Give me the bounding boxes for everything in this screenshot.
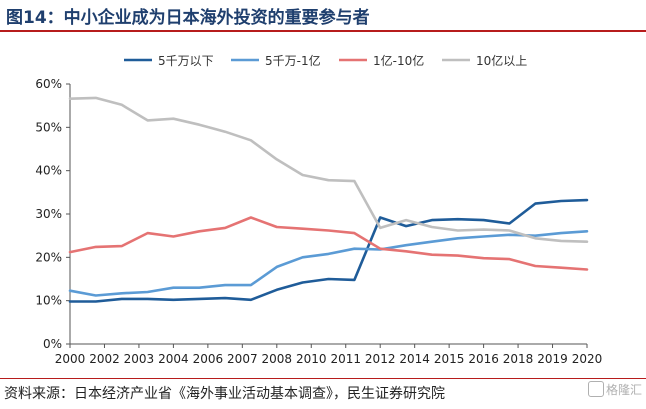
x-tick-label: 2014: [399, 352, 430, 366]
legend-label-3: 1亿-10亿: [373, 53, 424, 68]
x-tick-label: 2006: [193, 352, 224, 366]
x-tick-label: 2002: [89, 352, 120, 366]
y-tick-label: 10%: [35, 294, 62, 308]
y-tick-label: 20%: [35, 250, 62, 264]
source-note: 资料来源：日本经济产业省《海外事业活动基本调查》，民生证券研究院: [4, 386, 445, 402]
chart-title: 图14：中小企业成为日本海外投资的重要参与者: [6, 8, 370, 28]
x-tick-label: 2004: [158, 352, 189, 366]
legend-label-4: 10亿以上: [476, 53, 527, 68]
plot-area: [68, 96, 589, 303]
x-tick-label: 2016: [468, 352, 499, 366]
x-axis: 2000 2002 2003 2004 2006 2007 2008 2010 2011 2012…: [55, 343, 603, 366]
y-tick-label: 50%: [35, 120, 62, 134]
series-line-4: [68, 96, 589, 243]
y-axis: 0% 10% 20% 30% 40% 50% 60%: [35, 77, 71, 351]
x-tick-label: 2011: [330, 352, 361, 366]
series-line-3: [68, 216, 589, 271]
series-line-2: [68, 230, 589, 297]
x-tick-label: 2007: [227, 352, 258, 366]
watermark-logo: 格隆汇: [587, 381, 642, 398]
x-tick-label: 2018: [503, 352, 534, 366]
y-tick-label: 40%: [35, 164, 62, 178]
legend-label-2: 5千万-1亿: [265, 53, 321, 68]
watermark-icon: [587, 381, 604, 397]
chart-legend: 5千万以下 5千万-1亿 1亿-10亿 10亿以上: [124, 53, 527, 68]
y-tick-label: 0%: [43, 337, 62, 351]
legend-label-1: 5千万以下: [158, 54, 214, 68]
y-tick-label: 60%: [35, 77, 62, 91]
x-tick-label: 2019: [537, 352, 568, 366]
x-tick-label: 2020: [572, 352, 603, 366]
title-divider: [0, 30, 646, 32]
series-line-1: [68, 198, 589, 303]
x-tick-label: 2000: [55, 352, 86, 366]
line-chart: 5千万以下 5千万-1亿 1亿-10亿 10亿以上 0% 10% 20% 30% 40% 50%…: [35, 53, 603, 366]
x-tick-label: 2003: [124, 352, 155, 366]
x-tick-label: 2010: [296, 352, 327, 366]
x-tick-label: 2012: [365, 352, 396, 366]
y-tick-label: 30%: [35, 207, 62, 221]
x-tick-label: 2015: [434, 352, 465, 366]
watermark-text: 格隆汇: [605, 383, 642, 397]
source-divider: [0, 378, 646, 379]
x-tick-label: 2008: [262, 352, 293, 366]
